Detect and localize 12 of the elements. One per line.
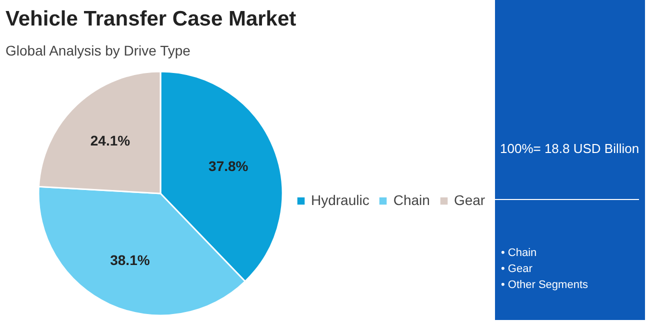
chart-title: Vehicle Transfer Case Market [6,8,296,30]
data-label: 24.1% [90,132,131,148]
text: • Gear [501,262,534,277]
legend-label: Gear [454,192,486,208]
legend-label: Hydraulic [311,192,370,208]
legend-label: Chain [393,192,430,208]
text: • Other Segments [501,278,590,293]
text: 100%= 18.8 USD Billion [495,0,640,200]
data-label: 37.8% [208,158,249,174]
text: • Chain [501,246,538,261]
chart-subtitle: Global Analysis by Drive Type [6,42,191,58]
data-label: 38.1% [110,252,150,268]
